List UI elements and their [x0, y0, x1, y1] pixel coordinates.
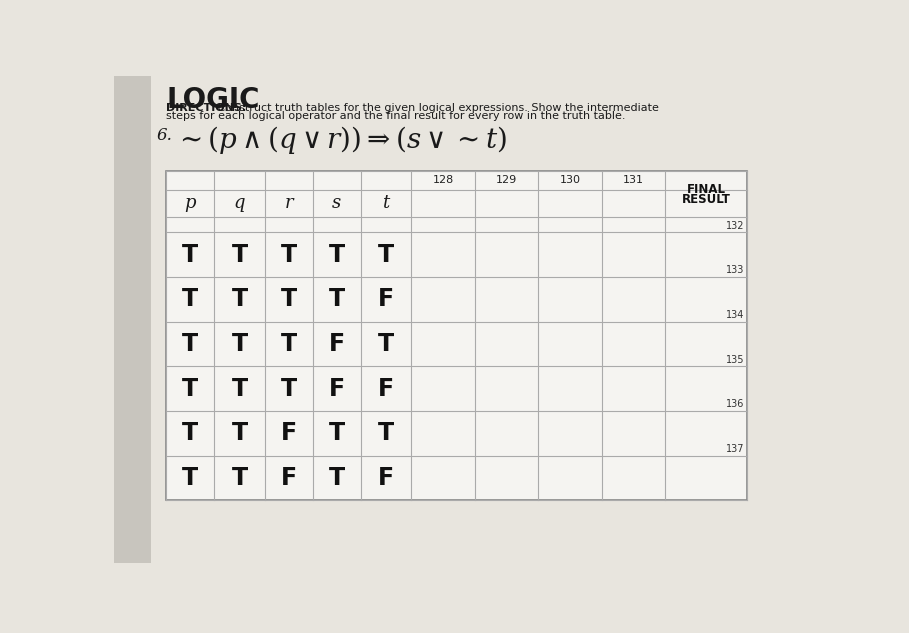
Text: T: T — [183, 466, 198, 490]
Bar — [114, 76, 151, 563]
Text: F: F — [329, 377, 345, 401]
Text: 131: 131 — [624, 175, 644, 185]
Text: DIRECTIONS:: DIRECTIONS: — [166, 103, 246, 113]
Text: 130: 130 — [560, 175, 581, 185]
Text: q: q — [234, 194, 245, 213]
Text: r: r — [285, 194, 293, 213]
Text: T: T — [183, 421, 198, 445]
Text: T: T — [329, 421, 345, 445]
Text: Construct truth tables for the given logical expressions. Show the intermediate: Construct truth tables for the given log… — [215, 103, 659, 113]
Bar — [166, 171, 747, 500]
Text: T: T — [378, 242, 395, 266]
Text: t: t — [383, 194, 390, 213]
Text: F: F — [378, 377, 395, 401]
Text: F: F — [281, 466, 297, 490]
Text: T: T — [232, 466, 247, 490]
Text: 137: 137 — [726, 444, 744, 454]
Text: T: T — [183, 332, 198, 356]
Text: F: F — [281, 421, 297, 445]
Text: F: F — [329, 332, 345, 356]
Text: 133: 133 — [726, 265, 744, 275]
Text: T: T — [281, 332, 297, 356]
Text: T: T — [329, 287, 345, 311]
Text: T: T — [378, 332, 395, 356]
Text: T: T — [281, 242, 297, 266]
Text: 136: 136 — [726, 399, 744, 410]
Text: $\sim(p \wedge (q \vee r)) \Rightarrow (s \vee \sim t)$: $\sim(p \wedge (q \vee r)) \Rightarrow (… — [175, 125, 507, 156]
Text: T: T — [329, 466, 345, 490]
Text: F: F — [378, 287, 395, 311]
Text: T: T — [378, 421, 395, 445]
Text: T: T — [183, 242, 198, 266]
Text: p: p — [185, 194, 196, 213]
Text: s: s — [332, 194, 342, 213]
Text: T: T — [329, 242, 345, 266]
Text: FINAL: FINAL — [686, 184, 725, 196]
Bar — [166, 171, 747, 500]
Text: T: T — [183, 287, 198, 311]
Text: T: T — [232, 287, 247, 311]
Text: 134: 134 — [726, 310, 744, 320]
Text: F: F — [378, 466, 395, 490]
Text: T: T — [281, 287, 297, 311]
Text: T: T — [232, 332, 247, 356]
Text: T: T — [232, 242, 247, 266]
Text: 132: 132 — [726, 221, 744, 231]
Text: 6.: 6. — [156, 127, 172, 144]
Text: steps for each logical operator and the final result for every row in the truth : steps for each logical operator and the … — [166, 111, 625, 122]
Text: T: T — [232, 421, 247, 445]
Text: T: T — [183, 377, 198, 401]
Text: T: T — [281, 377, 297, 401]
Text: T: T — [232, 377, 247, 401]
Text: RESULT: RESULT — [682, 192, 731, 206]
Text: LOGIC: LOGIC — [166, 86, 260, 114]
Text: 129: 129 — [496, 175, 517, 185]
Text: 135: 135 — [726, 354, 744, 365]
Text: 128: 128 — [433, 175, 454, 185]
